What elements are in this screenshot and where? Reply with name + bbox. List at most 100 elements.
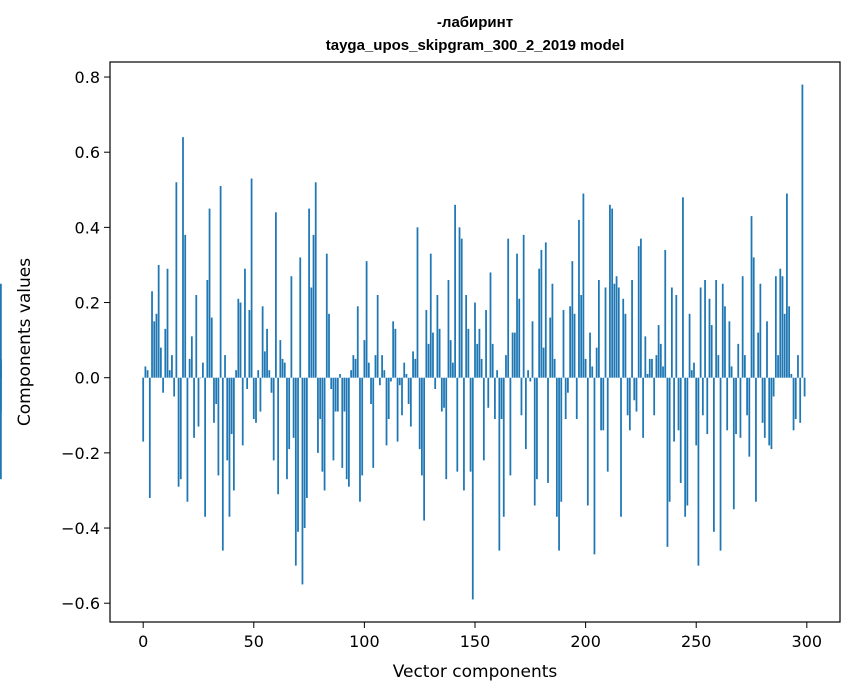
bar-91 — [343, 377, 346, 412]
bar-203 — [591, 366, 594, 378]
bar-109 — [383, 370, 386, 378]
bar-74 — [305, 377, 308, 498]
bar-297 — [799, 377, 802, 423]
bar-135 — [440, 377, 443, 412]
bar-174 — [527, 370, 529, 378]
y-tick-label: 0.0 — [75, 369, 100, 388]
bar-14 — [173, 377, 176, 397]
y-axis-ticks: −0.6 −0.4 −0.2 0.0 0.2 0.4 0.6 0.8 — [61, 68, 110, 613]
bar-278 — [757, 332, 760, 378]
bar-156 — [487, 377, 490, 408]
bar-117 — [401, 377, 403, 416]
bar-212 — [611, 208, 614, 378]
bar-168 — [513, 332, 516, 378]
bar-255 — [706, 377, 709, 435]
bar-175 — [529, 377, 532, 382]
bar-63 — [281, 358, 284, 378]
bar-106 — [376, 295, 379, 378]
bar-19 — [184, 234, 187, 378]
y-tick-label: 0.4 — [75, 218, 100, 237]
bar-18 — [182, 137, 184, 378]
bar-253 — [701, 377, 704, 416]
bar-43 — [237, 298, 240, 378]
bar-246 — [686, 377, 689, 506]
bar-48 — [248, 310, 251, 378]
bar-211 — [609, 204, 611, 378]
bar-126 — [421, 377, 423, 476]
x-tick-label: 100 — [349, 632, 380, 651]
bar-177 — [533, 377, 536, 506]
bar-127 — [423, 377, 426, 521]
bar-289 — [781, 276, 784, 378]
bar-252 — [699, 287, 702, 378]
bar-270 — [739, 377, 742, 438]
bar-78 — [314, 182, 317, 378]
bar-271 — [741, 276, 744, 378]
bar-294 — [792, 377, 795, 431]
bar-185 — [551, 283, 554, 378]
bar-285 — [772, 377, 775, 397]
bar-85 — [330, 377, 333, 389]
bars-group — [0, 84, 806, 600]
bar-234 — [659, 343, 662, 378]
bar-254 — [704, 279, 706, 378]
bar-90 — [341, 377, 344, 468]
bar-248 — [690, 370, 693, 378]
bar-181 — [542, 347, 545, 378]
bar-103 — [370, 377, 372, 405]
bar-153 — [480, 358, 483, 378]
bar-16 — [177, 377, 180, 487]
bar-7 — [157, 264, 160, 378]
bar-105 — [374, 355, 377, 378]
bar-121 — [409, 377, 412, 427]
bar-111 — [387, 377, 390, 420]
bar-55 — [263, 351, 266, 378]
bar-79 — [317, 377, 319, 453]
bar-76 — [310, 287, 313, 378]
bar-280 — [761, 377, 764, 423]
x-tick-label: 200 — [570, 632, 601, 651]
y-axis-label: Components values — [15, 258, 35, 426]
bar-260 — [717, 355, 720, 378]
bar-12 — [168, 370, 171, 378]
bar-62 — [279, 340, 282, 378]
bar-201 — [586, 377, 589, 506]
bar-261 — [719, 377, 722, 551]
bar-223 — [635, 377, 638, 412]
bar-17 — [179, 377, 182, 480]
bar-279 — [759, 283, 762, 378]
bar-31 — [210, 317, 213, 378]
y-tick-label: −0.2 — [61, 444, 100, 463]
bar-29 — [206, 279, 209, 378]
bar-187 — [555, 377, 558, 517]
bar-1 — [144, 366, 147, 378]
bar-140 — [451, 362, 454, 378]
bar-206 — [597, 279, 600, 378]
bar-217 — [622, 298, 625, 378]
bar-128 — [425, 310, 428, 378]
bar-69 — [294, 377, 297, 566]
bar-33 — [215, 377, 218, 405]
bar-145 — [463, 377, 465, 491]
bar-243 — [679, 377, 682, 483]
bar-38 — [226, 377, 229, 461]
bar-97 — [356, 306, 359, 378]
bar-172 — [522, 234, 525, 378]
bar-undefined — [0, 373, 2, 378]
bar-283 — [768, 377, 771, 446]
bar-274 — [748, 377, 751, 457]
bar-163 — [502, 377, 505, 517]
bar-108 — [381, 355, 383, 378]
bar-266 — [730, 366, 733, 378]
bar-256 — [708, 298, 711, 378]
bar-113 — [392, 321, 395, 378]
bar-84 — [328, 313, 330, 378]
bar-30 — [208, 208, 211, 378]
bar-82 — [323, 377, 326, 491]
bar-35 — [219, 186, 222, 378]
x-tick-label: 250 — [681, 632, 712, 651]
bar-0 — [142, 377, 145, 442]
y-tick-label: 0.8 — [75, 68, 100, 87]
bar-22 — [190, 336, 193, 378]
bar-94 — [350, 370, 353, 378]
